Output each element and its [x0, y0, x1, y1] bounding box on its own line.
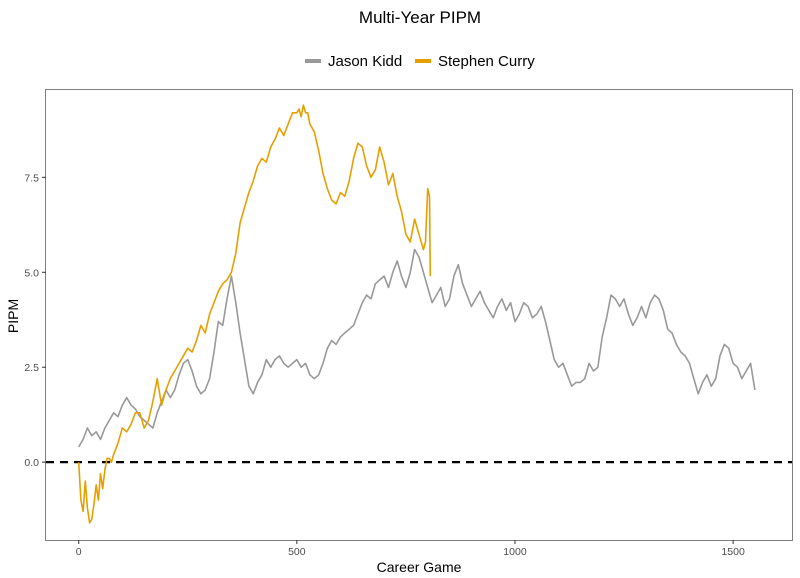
series-line-jason-kidd	[78, 248, 756, 448]
x-tick-label: 0	[76, 546, 82, 558]
legend: Jason Kidd Stephen Curry	[305, 53, 535, 70]
x-axis: 0 500 1000 1500	[76, 540, 745, 558]
legend-label-stephen-curry: Stephen Curry	[438, 53, 535, 70]
y-axis-title: PIPM	[5, 299, 21, 333]
y-tick-label: 5.0	[24, 267, 39, 279]
plot-panel	[45, 89, 793, 541]
legend-label-jason-kidd: Jason Kidd	[328, 53, 402, 70]
y-tick-label: 0.0	[24, 457, 39, 469]
y-tick-label: 2.5	[24, 362, 39, 374]
x-tick-label: 1000	[503, 546, 527, 558]
chart-title: Multi-Year PIPM	[359, 8, 481, 27]
x-axis-title: Career Game	[377, 559, 462, 575]
y-tick-label: 7.5	[24, 172, 39, 184]
series-group	[46, 104, 792, 524]
x-tick-label: 500	[288, 546, 306, 558]
series-line-stephen-curry	[77, 104, 432, 524]
x-tick-label: 1500	[721, 546, 745, 558]
y-axis: 0.0 2.5 5.0 7.5	[24, 172, 46, 469]
